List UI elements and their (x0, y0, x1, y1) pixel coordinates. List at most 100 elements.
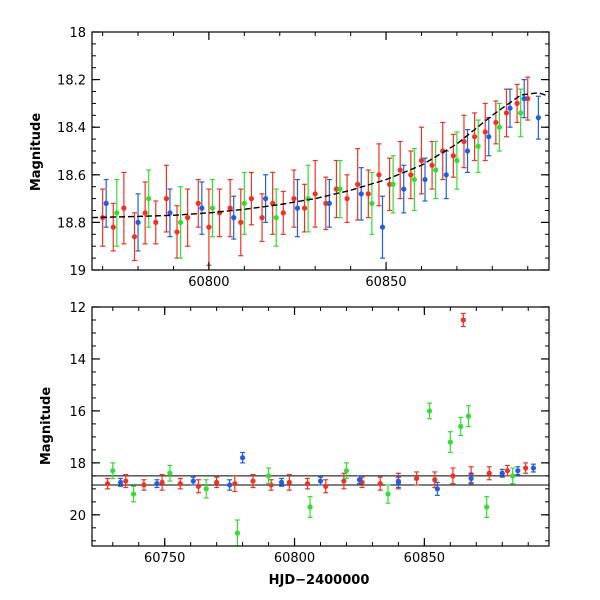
top-axes: 60800 60850 18 18.2 18.4 18.6 18.8 19 (57, 26, 550, 290)
bottom-data-point (167, 470, 173, 476)
top-data-point (408, 172, 414, 178)
top-data-point (114, 210, 120, 216)
top-y-tick-label: 18.2 (57, 74, 86, 89)
bottom-data-point (458, 423, 464, 430)
top-plot-data (92, 76, 549, 266)
top-data-point (163, 196, 169, 202)
top-data-point (227, 205, 233, 211)
top-data-point (185, 215, 191, 221)
bottom-data-point (123, 478, 129, 484)
top-data-point (344, 196, 350, 202)
bottom-data-point (426, 408, 433, 414)
bottom-series-2 (110, 402, 516, 546)
bottom-data-point (504, 468, 511, 474)
top-series-1 (103, 78, 541, 259)
top-data-point (209, 205, 216, 211)
bottom-data-point (515, 468, 521, 474)
bottom-y-tick-label: 18 (69, 457, 86, 472)
top-y-tick-label: 18.6 (57, 169, 86, 184)
bottom-data-point (141, 482, 147, 488)
bottom-data-point (447, 439, 453, 445)
top-data-point (521, 96, 527, 102)
top-data-point (397, 167, 403, 173)
bottom-data-point (110, 468, 116, 474)
top-data-point (464, 148, 471, 154)
bottom-data-point (240, 455, 246, 461)
top-data-point (146, 196, 152, 202)
top-data-point (358, 191, 364, 197)
bottom-data-point (227, 482, 233, 488)
bottom-data-point (234, 530, 241, 536)
top-data-point (486, 134, 492, 140)
top-data-point (472, 134, 478, 140)
bottom-data-point (343, 468, 350, 474)
bottom-y-tick-label: 14 (69, 353, 86, 368)
top-data-point (514, 100, 520, 106)
top-data-point (482, 129, 488, 135)
top-data-point (496, 124, 503, 130)
bottom-y-tick-label: 20 (69, 509, 86, 524)
top-data-point (291, 196, 297, 202)
top-data-point (461, 138, 467, 145)
top-data-point (199, 205, 205, 211)
top-data-point (369, 200, 375, 206)
top-series-0 (100, 76, 531, 266)
top-data-point (433, 167, 439, 173)
bottom-data-point (484, 504, 490, 510)
bottom-data-point (460, 317, 466, 323)
top-axes-frame (91, 31, 550, 271)
top-data-point (280, 210, 286, 216)
top-data-point (174, 229, 180, 235)
top-data-point (238, 219, 244, 225)
top-data-point (376, 172, 382, 178)
top-data-point (454, 157, 460, 164)
top-data-point (411, 176, 417, 183)
bottom-axes-frame (91, 306, 550, 547)
bottom-data-point (356, 477, 363, 483)
top-data-point (475, 143, 481, 149)
bottom-data-point (195, 483, 202, 489)
bottom-series-1 (117, 451, 537, 496)
bottom-data-point (530, 465, 537, 471)
top-data-point (379, 224, 386, 230)
bottom-data-point (304, 481, 311, 487)
bottom-y-axis-label: Magnitude (39, 387, 54, 466)
top-data-point (365, 191, 371, 197)
top-data-point (507, 105, 513, 111)
bottom-data-point (385, 491, 391, 497)
top-data-point (294, 205, 301, 211)
top-data-point (241, 200, 247, 206)
bottom-data-point (177, 481, 183, 487)
top-x-tick-label: 60800 (188, 275, 229, 290)
bottom-data-point (510, 473, 516, 479)
bottom-x-axis-label: HJD−2400000 (269, 573, 370, 588)
bottom-data-point (468, 475, 474, 482)
top-data-point (535, 115, 541, 121)
top-data-point (110, 224, 116, 230)
bottom-data-point (413, 475, 420, 482)
bottom-data-point (486, 470, 492, 476)
top-data-point (390, 181, 396, 187)
bottom-y-tick-label: 12 (69, 301, 86, 316)
top-series-2 (114, 88, 524, 259)
bottom-data-point (232, 481, 238, 487)
top-data-point (337, 186, 343, 192)
top-data-point (262, 196, 269, 202)
top-data-point (503, 110, 510, 116)
bottom-data-point (214, 479, 220, 485)
top-data-point (518, 110, 524, 116)
top-data-point (493, 119, 499, 126)
top-data-point (135, 219, 141, 225)
top-data-point (418, 157, 425, 164)
top-data-point (259, 215, 265, 221)
bottom-data-point (159, 479, 165, 485)
bottom-data-point (395, 479, 401, 485)
top-data-point (153, 219, 159, 225)
top-data-point (206, 224, 212, 230)
bottom-data-point (154, 481, 160, 487)
bottom-data-point (465, 413, 472, 419)
bottom-data-point (450, 473, 456, 479)
bottom-data-point (278, 479, 285, 485)
top-data-point (270, 200, 276, 206)
bottom-data-point (323, 483, 329, 489)
